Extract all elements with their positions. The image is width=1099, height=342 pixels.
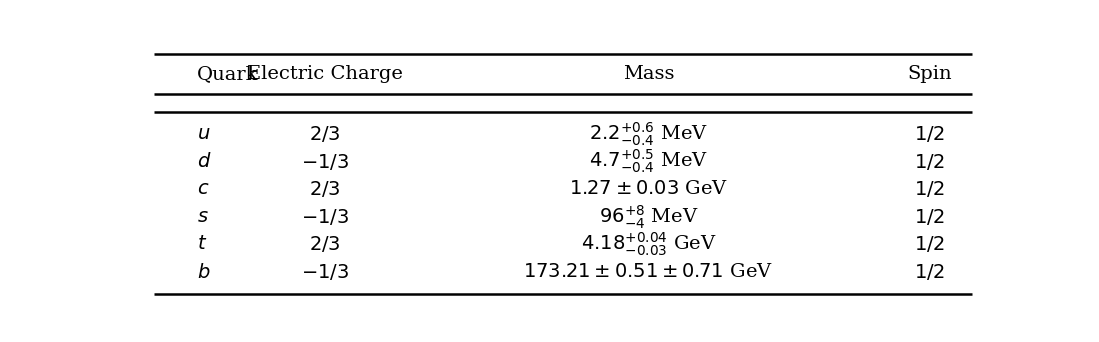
Text: $1/2$: $1/2$ [914, 207, 945, 227]
Text: Electric Charge: Electric Charge [247, 65, 402, 83]
Text: $173.21 \pm 0.51 \pm 0.71$ GeV: $173.21 \pm 0.51 \pm 0.71$ GeV [523, 263, 774, 281]
Text: $-1/3$: $-1/3$ [301, 152, 348, 172]
Text: $1.27 \pm 0.03$ GeV: $1.27 \pm 0.03$ GeV [569, 180, 728, 198]
Text: $1/2$: $1/2$ [914, 179, 945, 199]
Text: $4.7^{+0.5}_{-0.4}$ MeV: $4.7^{+0.5}_{-0.4}$ MeV [589, 148, 708, 175]
Text: $c$: $c$ [197, 180, 210, 198]
Text: $b$: $b$ [197, 263, 210, 281]
Text: $2.2^{+0.6}_{-0.4}$ MeV: $2.2^{+0.6}_{-0.4}$ MeV [589, 120, 708, 147]
Text: $1/2$: $1/2$ [914, 152, 945, 172]
Text: Mass: Mass [623, 65, 674, 83]
Text: Spin: Spin [907, 65, 952, 83]
Text: $-1/3$: $-1/3$ [301, 207, 348, 227]
Text: $t$: $t$ [197, 236, 208, 253]
Text: $1/2$: $1/2$ [914, 262, 945, 282]
Text: $u$: $u$ [197, 125, 211, 143]
Text: $96^{+8}_{-4}$ MeV: $96^{+8}_{-4}$ MeV [599, 203, 698, 231]
Text: $s$: $s$ [197, 208, 209, 226]
Text: $2/3$: $2/3$ [309, 235, 341, 254]
Text: $1/2$: $1/2$ [914, 235, 945, 254]
Text: $d$: $d$ [197, 152, 211, 171]
Text: $1/2$: $1/2$ [914, 124, 945, 144]
Text: $2/3$: $2/3$ [309, 124, 341, 144]
Text: $4.18^{+0.04}_{-0.03}$ GeV: $4.18^{+0.04}_{-0.03}$ GeV [580, 231, 717, 258]
Text: Quark: Quark [197, 65, 258, 83]
Text: $-1/3$: $-1/3$ [301, 262, 348, 282]
Text: $2/3$: $2/3$ [309, 179, 341, 199]
